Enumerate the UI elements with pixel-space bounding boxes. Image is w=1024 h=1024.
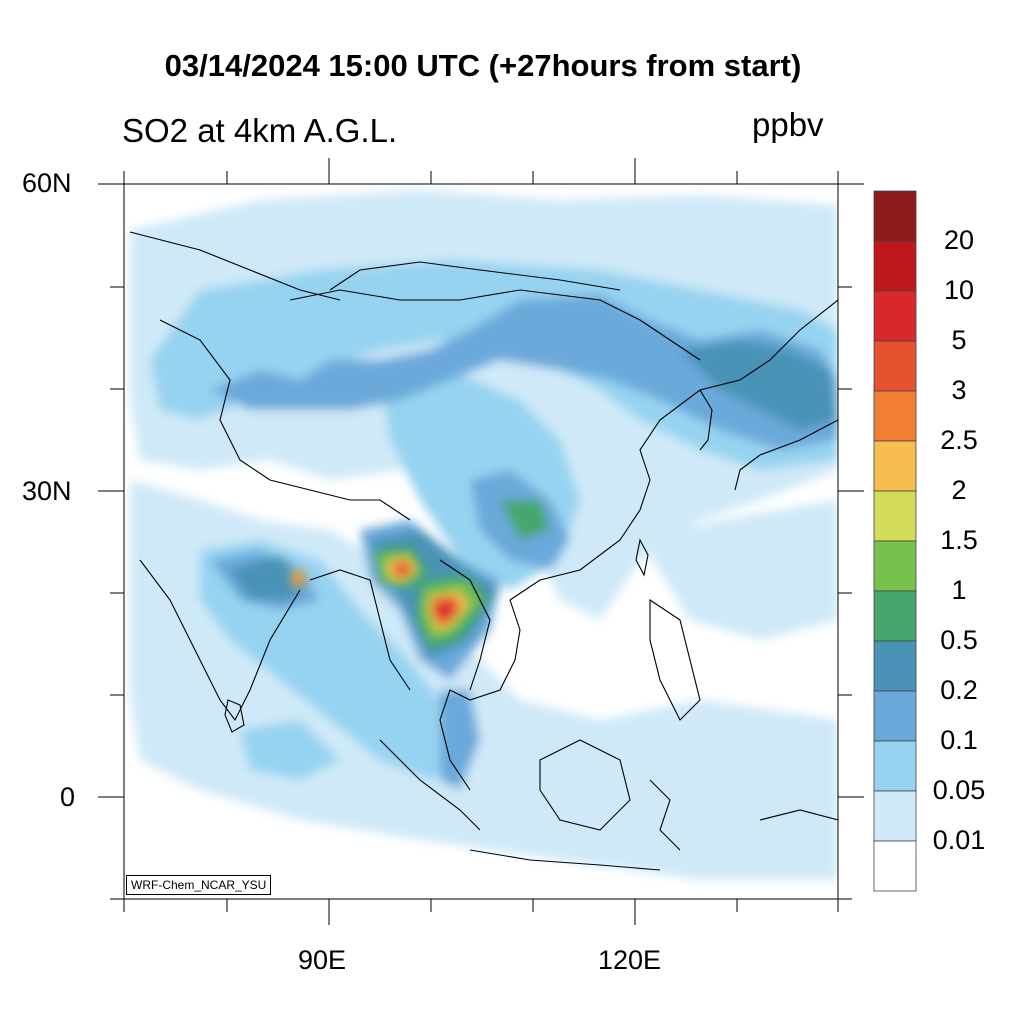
map-title: 03/14/2024 15:00 UTC (+27hours from star… xyxy=(164,48,802,83)
variable-label: SO2 at 4km A.G.L. xyxy=(122,112,398,149)
colorbar-swatch xyxy=(873,440,917,492)
coastline-korea xyxy=(699,389,713,451)
colorbar-swatch xyxy=(873,190,917,242)
colorbar-level-label: 2 xyxy=(951,475,967,505)
coastline-borneo xyxy=(539,739,631,831)
colorbar-level-label: 20 xyxy=(943,225,975,255)
colorbar-level-label: 3 xyxy=(951,375,967,405)
units-label: ppbv xyxy=(752,106,824,143)
lat-label-0: 0 xyxy=(60,782,76,812)
map-ticks xyxy=(98,158,864,925)
so2-region-5-laos xyxy=(436,602,452,620)
colorbar-swatch xyxy=(873,540,917,592)
colorbar-level-label: 1.5 xyxy=(940,525,978,555)
lon-label-120e: 120E xyxy=(598,945,662,975)
colorbar-swatch xyxy=(873,740,917,792)
coastline-srilanka xyxy=(224,699,245,733)
coastline-java xyxy=(469,849,661,871)
lon-label-90e: 90E xyxy=(298,945,347,975)
border-china-west xyxy=(159,319,411,521)
so2-field xyxy=(124,184,838,899)
colorbar-swatch xyxy=(873,340,917,392)
so2-region-3-india xyxy=(294,575,302,583)
so2-region-005-north xyxy=(150,260,838,470)
colorbar-swatch xyxy=(873,690,917,742)
colorbar-level-label: 0.1 xyxy=(940,725,978,755)
border-mongolia xyxy=(329,261,621,291)
coastline-sulawesi xyxy=(649,779,681,851)
lat-label-30n: 30N xyxy=(22,476,72,506)
so2-region-01-north xyxy=(210,295,838,450)
colorbar-level-label: 0.05 xyxy=(932,775,986,805)
colorbar-level-label: 0.5 xyxy=(940,625,978,655)
so2-region-01-peninsula xyxy=(440,690,480,790)
colorbar-level-label: 1 xyxy=(951,575,967,605)
colorbar-level-label: 0.01 xyxy=(932,825,986,855)
coastlines xyxy=(129,231,838,871)
so2-region-02-northeast xyxy=(680,340,838,430)
colorbar-swatch xyxy=(873,790,917,842)
map-frame xyxy=(123,183,839,900)
colorbar xyxy=(873,190,917,892)
so2-region-3-myanmar xyxy=(392,562,412,578)
colorbar-swatch xyxy=(873,640,917,692)
so2-region-05-sichuan xyxy=(500,500,550,540)
so2-region-low-east xyxy=(640,500,838,640)
coastline-newguinea xyxy=(759,809,838,821)
colorbar-level-label: 10 xyxy=(943,275,975,305)
border-china-north xyxy=(289,289,701,361)
coastline-bay-of-bengal xyxy=(309,569,411,691)
coastline-japan xyxy=(734,419,838,491)
colorbar-swatch xyxy=(873,390,917,442)
model-credit: WRF-Chem_NCAR_YSU xyxy=(126,875,272,895)
coastline-india xyxy=(139,559,301,722)
coastline-indochina xyxy=(439,599,521,791)
so2-region-005-sea xyxy=(240,720,340,780)
lat-label-60n: 60N xyxy=(22,168,72,198)
colorbar-level-label: 2.5 xyxy=(940,425,978,455)
colorbar-level-label: 5 xyxy=(951,325,967,355)
coastline-taiwan xyxy=(635,538,649,577)
border-asia-interior xyxy=(439,559,491,691)
colorbar-swatch xyxy=(873,590,917,642)
so2-region-02-west xyxy=(230,555,310,600)
coastline-sumatra xyxy=(379,739,481,831)
colorbar-swatch xyxy=(873,840,917,892)
coastline-philippines xyxy=(649,598,701,721)
colorbar-swatch xyxy=(873,240,917,292)
border-russia xyxy=(129,231,341,301)
coastline-china-east xyxy=(509,299,838,601)
colorbar-level-label: 0.2 xyxy=(940,675,978,705)
colorbar-swatch xyxy=(873,490,917,542)
colorbar-swatch xyxy=(873,290,917,342)
